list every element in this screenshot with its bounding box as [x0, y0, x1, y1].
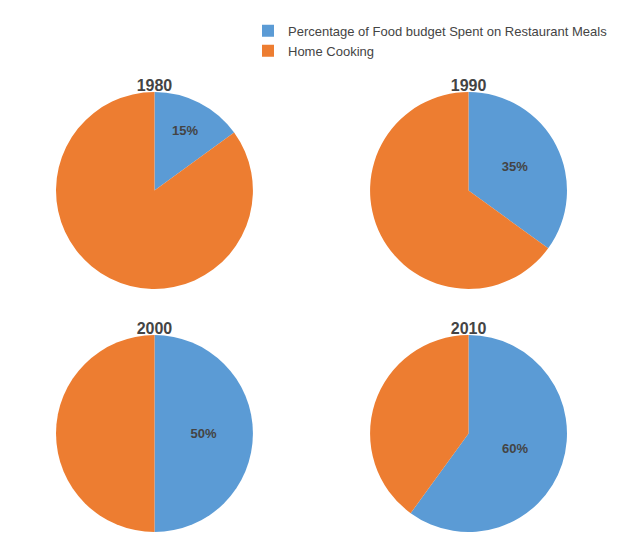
svg-text:50%: 50%: [190, 426, 216, 441]
svg-text:Home Cooking: Home Cooking: [288, 44, 374, 59]
svg-text:60%: 60%: [502, 441, 528, 456]
svg-text:2000: 2000: [137, 320, 173, 337]
svg-text:35%: 35%: [502, 159, 528, 174]
svg-text:15%: 15%: [172, 123, 198, 138]
svg-text:1980: 1980: [137, 77, 173, 94]
svg-text:Percentage of Food budget Spen: Percentage of Food budget Spent on Resta…: [288, 24, 607, 39]
svg-text:2010: 2010: [451, 320, 487, 337]
svg-text:1990: 1990: [451, 77, 487, 94]
